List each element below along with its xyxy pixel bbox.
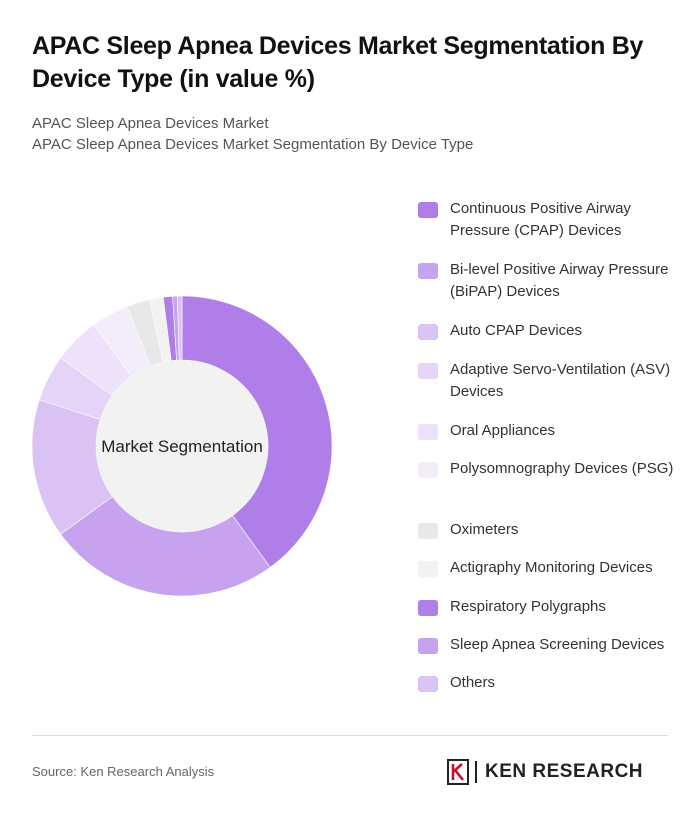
- legend-label: Continuous Positive Airway Pressure (CPA…: [450, 200, 631, 239]
- legend-swatch: [418, 638, 438, 654]
- legend-label: Actigraphy Monitoring Devices: [450, 559, 653, 576]
- legend-label: Polysomnography Devices (PSG): [450, 460, 674, 477]
- legend-swatch: [418, 561, 438, 577]
- legend-swatch: [418, 523, 438, 539]
- legend-swatch: [418, 424, 438, 440]
- legend-item-10: Sleep Apnea Screening Devices: [418, 634, 688, 656]
- legend-item-4: Adaptive Servo-Ventilation (ASV) Devices: [418, 359, 688, 403]
- ken-research-logo-icon: [447, 759, 469, 785]
- legend-label: Sleep Apnea Screening Devices: [450, 636, 665, 653]
- legend-item-3: Auto CPAP Devices: [418, 320, 688, 342]
- legend-label: Oximeters: [450, 521, 519, 538]
- subtitle-segmentation: APAC Sleep Apnea Devices Market Segmenta…: [32, 136, 474, 153]
- legend-swatch: [418, 600, 438, 616]
- brand-name: KEN RESEARCH: [485, 761, 644, 782]
- legend-swatch: [418, 462, 438, 478]
- legend-item-8: Actigraphy Monitoring Devices: [418, 557, 688, 579]
- legend-label: Auto CPAP Devices: [450, 322, 583, 339]
- chart-title: APAC Sleep Apnea Devices Market Segmenta…: [32, 32, 644, 93]
- legend-item-7: Oximeters: [418, 519, 688, 541]
- legend-swatch: [418, 324, 438, 340]
- legend-item-5: Oral Appliances: [418, 420, 688, 442]
- legend-swatch: [418, 263, 438, 279]
- legend-label: Bi-level Positive Airway Pressure (BiPAP…: [450, 261, 669, 300]
- logo-separator: [475, 761, 477, 783]
- legend-label: Oral Appliances: [450, 422, 556, 439]
- legend-item-1: Continuous Positive Airway Pressure (CPA…: [418, 198, 688, 242]
- legend-item-11: Others: [418, 672, 688, 694]
- footer-divider: [32, 735, 668, 736]
- legend-label: Adaptive Servo-Ventilation (ASV) Devices: [450, 361, 671, 400]
- legend-swatch: [418, 363, 438, 379]
- pie-slice-2: [60, 496, 271, 597]
- donut-chart: Market Segmentation: [31, 295, 333, 597]
- legend-swatch: [418, 202, 438, 218]
- source-note: Source: Ken Research Analysis: [32, 764, 215, 779]
- legend-label: Respiratory Polygraphs: [450, 598, 606, 615]
- legend-item-6: Polysomnography Devices (PSG): [418, 458, 688, 480]
- legend-item-2: Bi-level Positive Airway Pressure (BiPAP…: [418, 259, 688, 303]
- subtitle-market: APAC Sleep Apnea Devices Market: [32, 115, 269, 132]
- donut-center-label: Market Segmentation: [101, 437, 263, 456]
- legend-swatch: [418, 676, 438, 692]
- ken-research-logo: KEN RESEARCH: [447, 758, 643, 786]
- legend-label: Others: [450, 674, 496, 691]
- legend-item-9: Respiratory Polygraphs: [418, 596, 688, 618]
- donut-center: [96, 360, 268, 532]
